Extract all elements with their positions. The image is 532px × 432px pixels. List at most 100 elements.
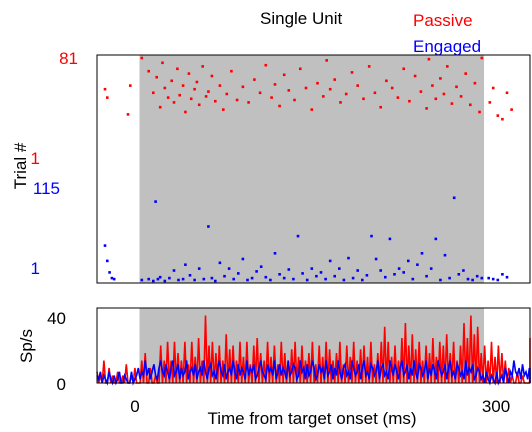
passive-spike — [408, 99, 411, 103]
engaged-spike — [223, 274, 226, 278]
passive-spike — [197, 103, 201, 107]
engaged-spike — [501, 273, 504, 276]
passive-spike — [140, 56, 144, 60]
passive-spike — [439, 77, 442, 80]
passive-spike — [505, 91, 509, 95]
passive-spike — [210, 74, 214, 78]
passive-spike — [402, 67, 405, 71]
engaged-spike — [379, 269, 382, 272]
engaged-spike — [475, 274, 479, 278]
engaged-spike — [434, 237, 438, 241]
passive-spike — [333, 78, 336, 81]
engaged-spike — [108, 271, 111, 274]
engaged-spike — [439, 278, 442, 282]
passive-spike — [480, 56, 484, 60]
passive-spike — [446, 65, 449, 68]
psth-engaged-line — [96, 360, 531, 386]
engaged-spike — [361, 278, 364, 282]
passive-spike — [181, 84, 185, 87]
passive-spike — [419, 90, 423, 93]
passive-spike — [273, 83, 277, 86]
passive-spike — [166, 96, 170, 99]
passive-spike — [129, 84, 132, 87]
engaged-spike — [365, 274, 369, 277]
passive-spike — [464, 72, 467, 75]
engaged-spike — [110, 276, 114, 280]
engaged-spike — [197, 267, 201, 270]
engaged-spike — [227, 267, 231, 270]
passive-spike — [187, 72, 191, 75]
passive-spike — [282, 73, 286, 77]
passive-spike — [473, 81, 477, 85]
psth-panel — [96, 307, 531, 386]
engaged-spike — [214, 279, 217, 283]
psth-xtick-300: 300 — [482, 397, 510, 416]
engaged-spike — [188, 274, 192, 277]
engaged-spike — [466, 277, 470, 281]
passive-spike — [367, 65, 371, 68]
engaged-spike — [264, 275, 268, 279]
passive-spike — [103, 87, 107, 91]
passive-spike — [322, 95, 325, 98]
engaged-spike — [177, 278, 180, 282]
passive-spike — [287, 89, 291, 92]
passive-spike — [478, 110, 481, 114]
passive-spike — [161, 61, 164, 65]
engaged-spike — [347, 256, 350, 260]
engaged-spike — [255, 270, 258, 273]
engaged-spike — [333, 274, 336, 278]
passive-spike — [496, 114, 500, 117]
passive-spike — [258, 91, 262, 95]
engaged-spike — [210, 276, 214, 280]
psth-y-axis-label: Sp/s — [17, 329, 36, 363]
passive-spike — [356, 84, 359, 87]
passive-spike — [488, 101, 492, 104]
passive-spike — [431, 84, 434, 87]
engaged-spike — [152, 279, 155, 283]
engaged-spike — [487, 276, 490, 280]
engaged-spike — [457, 273, 461, 276]
passive-spike — [455, 85, 458, 89]
engaged-spike — [393, 273, 396, 276]
engaged-spike — [259, 265, 263, 268]
engaged-spike — [397, 267, 401, 270]
passive-spike — [396, 96, 400, 99]
legend-passive: Passive — [413, 11, 473, 30]
engaged-spike — [471, 278, 474, 282]
raster-shaded-window — [139, 55, 485, 283]
passive-spike — [218, 84, 222, 87]
passive-spike — [501, 117, 504, 121]
passive-spike — [163, 86, 167, 90]
passive-spike — [207, 90, 210, 93]
passive-spike — [225, 92, 229, 96]
engaged-spike — [301, 272, 304, 275]
engaged-spike — [496, 278, 500, 282]
engaged-spike — [241, 257, 245, 261]
engaged-spike — [158, 275, 162, 279]
engaged-spike — [168, 276, 171, 280]
engaged-spike — [351, 276, 355, 280]
passive-spike — [390, 86, 394, 90]
engaged-spike — [193, 278, 196, 282]
engaged-spike — [207, 225, 210, 228]
passive-spike — [459, 95, 463, 98]
engaged-spike — [462, 269, 465, 272]
raster-y-axis-label: Trial # — [11, 142, 30, 189]
legend-engaged: Engaged — [413, 37, 481, 56]
raster-panel — [96, 54, 531, 284]
engaged-spike — [112, 277, 116, 281]
engaged-spike — [370, 234, 373, 238]
passive-spike — [379, 105, 382, 109]
engaged-spike — [384, 275, 387, 279]
passive-spike — [172, 101, 176, 104]
engaged-spike — [278, 273, 281, 276]
raster-tick-engaged-top: 115 — [33, 179, 60, 198]
passive-spike — [170, 79, 173, 83]
engaged-spike — [273, 252, 277, 255]
engaged-spike — [374, 257, 378, 261]
passive-spike — [413, 74, 417, 78]
passive-spike — [328, 87, 332, 91]
passive-spike — [425, 107, 428, 110]
passive-spike — [152, 91, 155, 95]
